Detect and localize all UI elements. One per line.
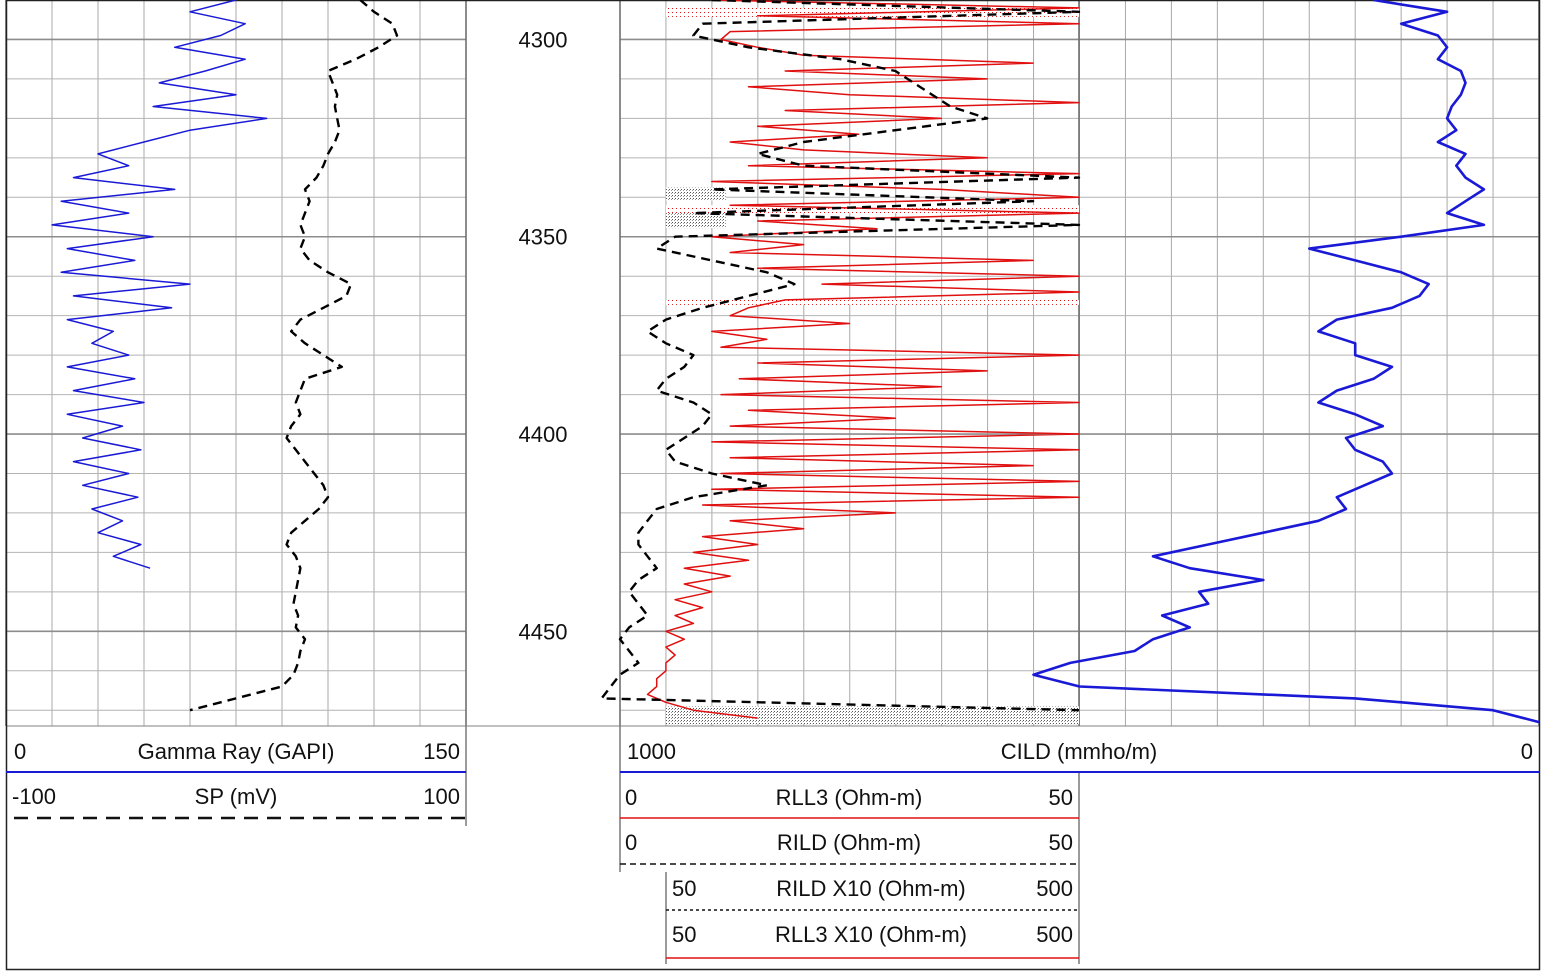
rild-curve-name: RILD (Ohm-m) (776, 830, 922, 855)
depth-label: 4350 (519, 225, 568, 250)
rll3-x10-fill (666, 299, 1079, 305)
rild-curve (600, 0, 1081, 712)
rll3-x10-scale-right: 500 (1036, 922, 1073, 947)
rll3-scale-left: 0 (625, 785, 638, 810)
sp-curve-name: SP (mV) (194, 784, 278, 809)
outer-frame (5, 0, 1541, 971)
sp-curve (189, 0, 399, 712)
rild-x10-fill (666, 187, 726, 201)
rll3-x10-scale-left: 50 (672, 922, 697, 947)
depth-label: 4450 (519, 619, 568, 644)
rll3-curve-name: RLL3 (Ohm-m) (775, 785, 923, 810)
cild-curve (1032, 0, 1540, 724)
grid-layer (5, 0, 1541, 971)
rild-scale-left: 0 (625, 830, 638, 855)
gr-scale-left: 0 (14, 739, 27, 764)
rild-x10-scale-right: 500 (1036, 876, 1073, 901)
rild-scale-right: 50 (1048, 830, 1073, 855)
depth-labels: 4300 4350 4400 4450 (519, 27, 568, 644)
cild-curve-name: CILD (mmho/m) (1000, 739, 1158, 764)
depth-label: 4300 (519, 27, 568, 52)
rild-x10-fill (666, 706, 1079, 725)
gr-curve-name: Gamma Ray (GAPI) (137, 739, 335, 764)
sp-scale-right: 100 (423, 784, 460, 809)
cild-scale-right: 0 (1520, 739, 1533, 764)
gr-scale-right: 150 (423, 739, 460, 764)
header-lines (6, 726, 1539, 964)
gamma-ray-curve (51, 0, 268, 569)
rild-x10-scale-left: 50 (672, 876, 697, 901)
rll3-x10-fill (666, 205, 1079, 214)
sp-scale-left: -100 (12, 784, 57, 809)
cild-scale-left: 1000 (627, 739, 676, 764)
depth-label: 4400 (519, 422, 568, 447)
rild-x10-curve-name: RILD X10 (Ohm-m) (776, 876, 966, 901)
curve-layer (51, 0, 1540, 724)
rll3-scale-right: 50 (1048, 785, 1073, 810)
rll3-x10-curve-name: RLL3 X10 (Ohm-m) (775, 922, 967, 947)
rll3-curve (646, 0, 1080, 719)
